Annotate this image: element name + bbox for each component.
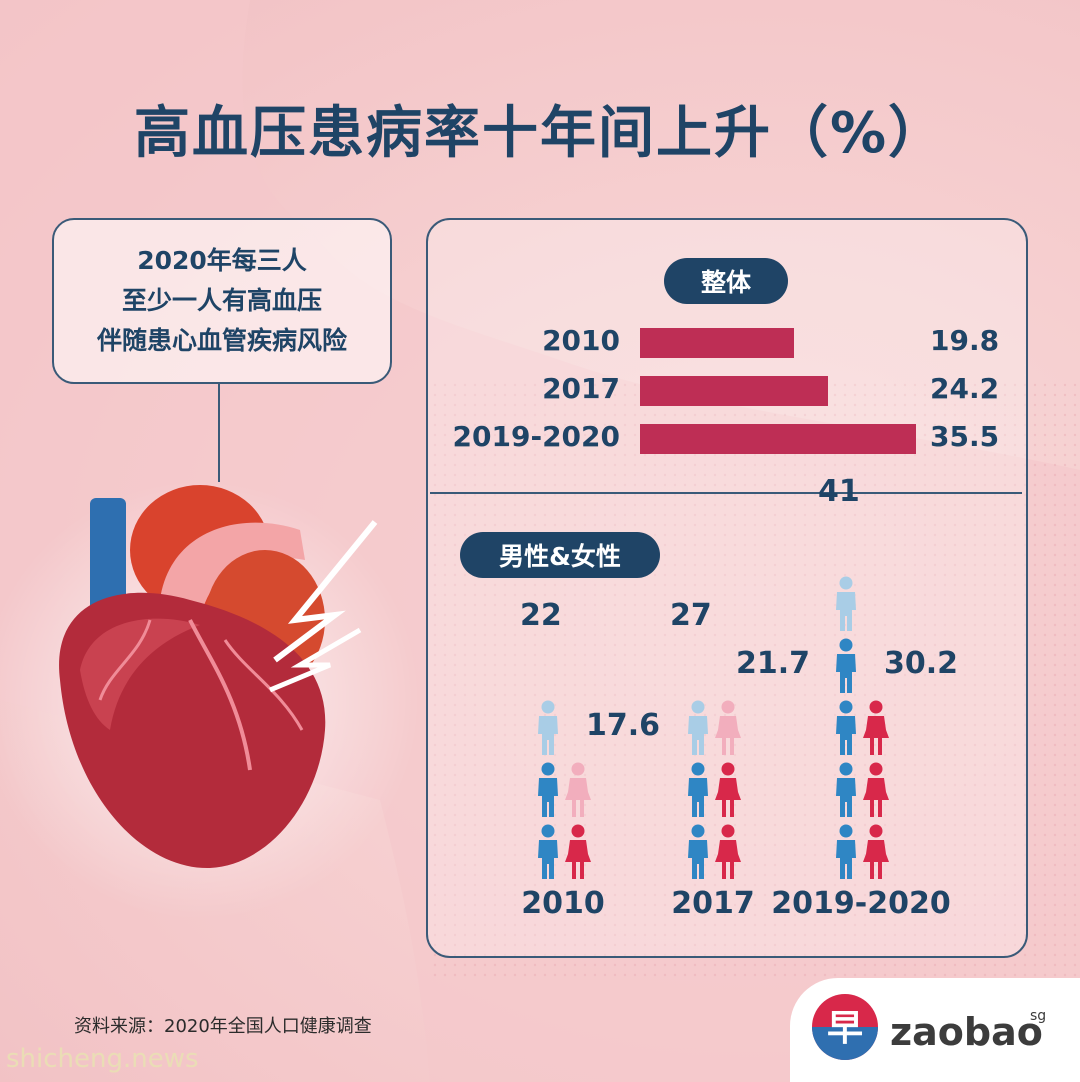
callout-line-3: 伴随患心血管疾病风险: [96, 326, 347, 355]
heart-artery: [98, 619, 152, 701]
female-person-icon: [863, 700, 889, 755]
overall-year-label: 2019-2020: [452, 420, 620, 453]
male-person-icon: [836, 638, 856, 693]
female-person-icon: [715, 700, 741, 755]
callout-connector: [218, 384, 220, 482]
watermark: shicheng.news: [6, 1044, 199, 1074]
callout-line-1: 2020年每三人: [137, 246, 307, 275]
male-value-label: 41: [818, 474, 860, 509]
gender-year-label: 2017: [671, 886, 755, 921]
heart-artery: [188, 619, 252, 771]
panel-divider: [430, 492, 1022, 494]
logo-panel: 早: [790, 978, 1080, 1082]
female-value-label: 21.7: [736, 646, 811, 681]
gender-year-label: 2019-2020: [771, 886, 951, 921]
logo-suffix: sg: [1030, 1008, 1047, 1024]
source-note: 资料来源：2020年全国人口健康调查: [74, 1016, 372, 1037]
female-person-icon: [715, 762, 741, 817]
female-person-icon: [863, 824, 889, 879]
female-value-label: 30.2: [884, 646, 959, 681]
heart-aorta: [160, 522, 305, 620]
heart-illustration: [59, 485, 378, 869]
overall-year-label: 2017: [542, 372, 620, 405]
male-person-icon: [688, 824, 708, 879]
male-person-icon: [836, 576, 856, 631]
male-person-icon: [688, 762, 708, 817]
logo-text: zaobao: [890, 1010, 1043, 1054]
pain-bolt-icon: [269, 627, 362, 693]
overall-bar: [640, 328, 794, 358]
overall-value-label: 19.8: [930, 324, 1000, 357]
callout-box: 2020年每三人 至少一人有高血压 伴随患心血管疾病风险: [52, 218, 392, 384]
callout-line-2: 至少一人有高血压: [121, 286, 322, 315]
male-person-icon: [688, 700, 708, 755]
female-value-label: 17.6: [586, 708, 661, 743]
overall-value-label: 24.2: [930, 372, 1000, 405]
heart-artery: [223, 639, 304, 731]
female-person-icon: [715, 824, 741, 879]
overall-value-label: 35.5: [930, 420, 1000, 453]
gender-year-label: 2010: [521, 886, 605, 921]
male-person-icon: [836, 762, 856, 817]
heart-vein: [90, 498, 126, 618]
zaobao-logo-mark: 早: [812, 994, 878, 1060]
female-person-icon: [863, 762, 889, 817]
overall-bar: [640, 424, 916, 454]
pain-bolt-icon: [273, 520, 378, 663]
female-person-icon: [565, 762, 591, 817]
male-value-label: 27: [670, 598, 712, 633]
male-person-icon: [836, 824, 856, 879]
female-person-icon: [565, 824, 591, 879]
overall-bar: [640, 376, 828, 406]
heart-highlight: [80, 618, 200, 730]
gender-section-label: 男性&女性: [460, 532, 660, 578]
male-person-icon: [538, 700, 558, 755]
male-person-icon: [538, 762, 558, 817]
logo-mark-text: 早: [827, 1008, 863, 1049]
male-value-label: 22: [520, 598, 562, 633]
page-title: 高血压患病率十年间上升（%）: [133, 101, 947, 166]
overall-year-label: 2010: [542, 324, 620, 357]
male-person-icon: [538, 824, 558, 879]
male-person-icon: [836, 700, 856, 755]
overall-section-label: 整体: [664, 258, 788, 304]
